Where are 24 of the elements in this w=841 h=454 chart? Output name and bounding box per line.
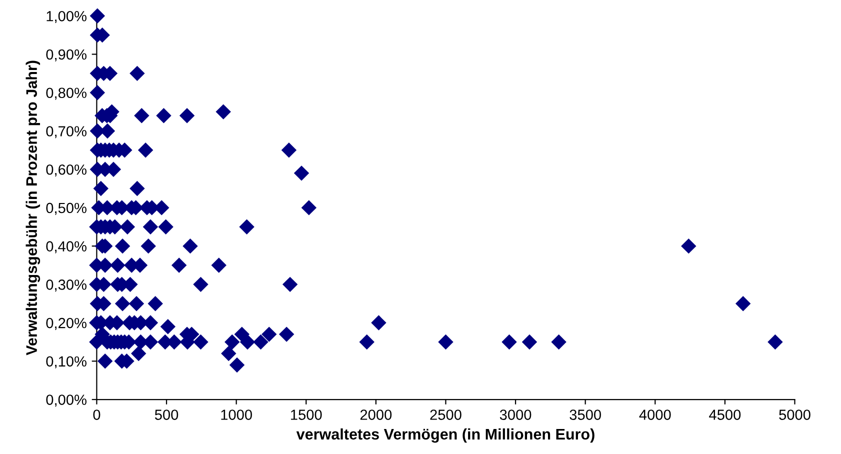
y-tick-label: 0,30% xyxy=(46,280,86,292)
y-axis-title: Verwaltungsgebühr (in Prozent pro Jahr) xyxy=(26,60,40,356)
x-tick-label: 3000 xyxy=(500,410,532,420)
x-tick-label: 0 xyxy=(93,410,100,420)
x-tick-label: 1500 xyxy=(291,410,322,420)
y-tick-label: 0,00% xyxy=(46,394,86,407)
x-tick-label: 2500 xyxy=(430,410,462,420)
x-axis-title: verwaltetes Vermögen (in Millionen Euro) xyxy=(296,428,594,443)
x-tick-label: 5000 xyxy=(779,410,810,420)
y-tick-label: 0,60% xyxy=(46,164,86,176)
x-tick-label: 4000 xyxy=(639,410,671,420)
x-tick-label: 500 xyxy=(154,410,178,420)
x-tick-label: 2000 xyxy=(360,410,392,420)
y-tick-label: 1,00% xyxy=(46,10,86,24)
y-tick-label: 0,50% xyxy=(46,202,86,215)
y-tick-label: 0,70% xyxy=(46,126,86,138)
y-tick-label: 0,20% xyxy=(46,318,86,330)
y-tick-label: 0,10% xyxy=(46,356,86,368)
y-tick-label: 0,80% xyxy=(46,88,86,100)
y-tick-label: 0,40% xyxy=(46,241,86,254)
x-tick-label: 3500 xyxy=(570,410,601,420)
y-tick-label: 0,90% xyxy=(46,49,86,62)
x-tick-label: 4500 xyxy=(709,410,741,420)
x-tick-label: 1000 xyxy=(221,410,252,420)
